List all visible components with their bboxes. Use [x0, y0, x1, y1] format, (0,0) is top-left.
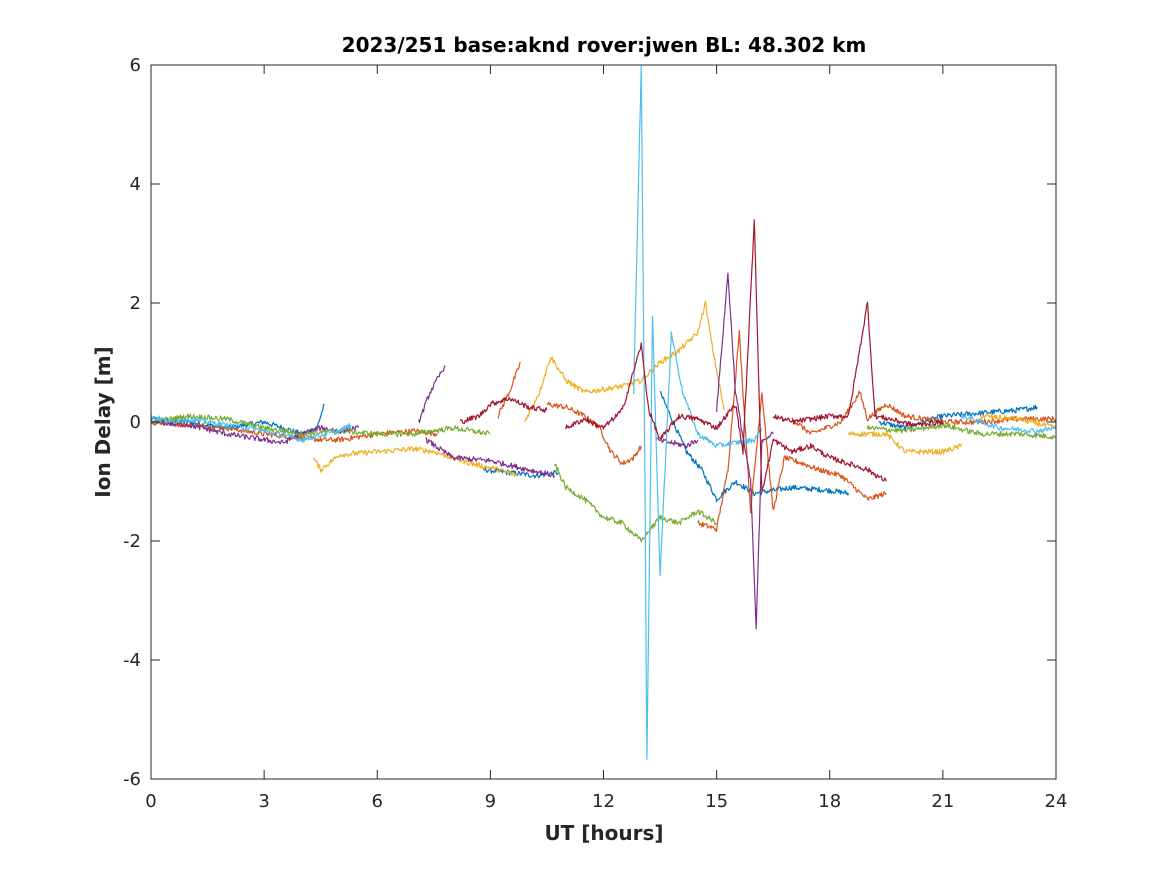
series-5-segment-2 — [553, 463, 717, 543]
series-6 — [150, 65, 1057, 760]
series-4-segment-3 — [425, 437, 556, 479]
x-tick-label: 6 — [372, 791, 383, 812]
series-7-segment-3 — [772, 301, 944, 428]
series-7-segment-2 — [565, 219, 887, 492]
series-4-segment-5 — [716, 272, 774, 630]
series-4-segment-1 — [150, 419, 359, 445]
series-6-segment-2 — [633, 65, 763, 760]
series-3-segment-3 — [848, 430, 963, 455]
series-6-segment-3 — [961, 413, 1057, 434]
plot-area — [151, 65, 1056, 779]
x-tick-label: 0 — [145, 791, 156, 812]
series-layer — [150, 65, 1057, 760]
series-3-segment-2 — [524, 300, 725, 422]
series-2-segment-5 — [791, 390, 1057, 435]
x-tick-label: 15 — [705, 791, 728, 812]
series-4-segment-4 — [655, 437, 699, 449]
y-axis-label: Ion Delay [m] — [91, 346, 115, 497]
series-1-segment-4 — [878, 404, 1038, 432]
y-tick-label: 6 — [130, 55, 141, 76]
series-5 — [150, 413, 1057, 543]
series-5-segment-1 — [150, 413, 491, 438]
series-3 — [312, 300, 1057, 477]
series-2-segment-4 — [697, 330, 887, 533]
series-7 — [459, 219, 944, 492]
series-5-segment-3 — [866, 422, 1057, 440]
y-tick-label: 0 — [130, 412, 141, 433]
x-tick-label: 12 — [592, 791, 615, 812]
series-1-segment-3 — [659, 390, 850, 503]
y-tick-label: 4 — [130, 174, 141, 195]
y-tick-label: -2 — [123, 531, 141, 552]
y-tick-label: -4 — [123, 650, 141, 671]
y-tick-label: 2 — [130, 293, 141, 314]
series-2-segment-2 — [497, 362, 521, 419]
x-tick-label: 21 — [931, 791, 954, 812]
x-tick-label: 9 — [485, 791, 496, 812]
y-tick-label: -6 — [123, 769, 141, 790]
series-3-segment-4 — [980, 414, 1057, 429]
series-4 — [150, 272, 774, 630]
series-6-segment-1 — [150, 413, 352, 443]
plot-background — [151, 65, 1056, 779]
x-tick-label: 18 — [818, 791, 841, 812]
series-4-segment-2 — [418, 365, 446, 424]
x-axis-label: UT [hours] — [544, 821, 663, 845]
chart-title: 2023/251 base:aknd rover:jwen BL: 48.302… — [342, 33, 867, 57]
series-7-segment-1 — [459, 396, 548, 425]
x-tick-label: 3 — [258, 791, 269, 812]
series-3-segment-1 — [312, 446, 518, 477]
x-tick-label: 24 — [1045, 791, 1068, 812]
